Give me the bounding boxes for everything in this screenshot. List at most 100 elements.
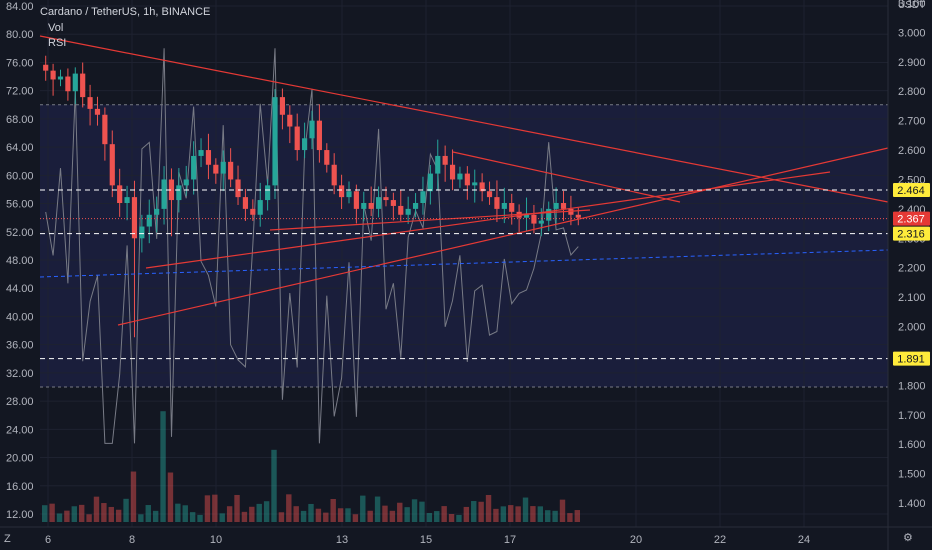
candle-body (257, 200, 263, 215)
volume-bar (360, 495, 366, 522)
candle-body (346, 191, 352, 198)
trendline[interactable] (39, 35, 889, 203)
candle-body (176, 185, 182, 201)
volume-bar (426, 513, 433, 522)
candle-body (449, 164, 456, 180)
price-tick-label: 3.100 (898, 0, 926, 10)
rsi-tick-label: 64.00 (6, 142, 34, 154)
rsi-tick-label: 16.00 (6, 481, 34, 493)
volume-bar (419, 501, 425, 522)
rsi-tick-label: 56.00 (6, 199, 34, 211)
volume-bar (411, 499, 418, 522)
candle-body (139, 226, 145, 239)
price-label-text: 2.464 (897, 185, 925, 197)
volume-bar (493, 508, 499, 522)
candle-body (324, 150, 330, 165)
candle-body (457, 173, 463, 180)
candle-body (57, 76, 64, 80)
rsi-tick-label: 36.00 (6, 340, 34, 352)
volume-bar (115, 509, 122, 522)
volume-bar (286, 494, 292, 522)
candle-body (383, 197, 389, 201)
candle-body (575, 214, 581, 218)
volume-bar (249, 506, 255, 522)
time-tick-label: 8 (129, 534, 135, 546)
candle-body (309, 120, 315, 139)
volume-bar (271, 449, 277, 522)
price-tick-label: 1.800 (898, 380, 926, 392)
volume-bar (160, 411, 166, 522)
rsi-tick-label: 68.00 (6, 114, 34, 126)
price-label-text: 1.891 (897, 354, 925, 366)
volume-bar (500, 506, 507, 522)
volume-bar (308, 503, 314, 522)
volume-bar (397, 502, 403, 522)
candle-body (509, 203, 515, 212)
volume-bar (64, 510, 70, 522)
candle-body (442, 155, 448, 165)
candle-body (87, 97, 93, 109)
candle-body (390, 200, 396, 206)
candle-body (117, 185, 123, 203)
candle-body (102, 114, 108, 145)
volume-bar (382, 505, 388, 522)
trendline[interactable] (145, 171, 831, 269)
candle-body (228, 161, 234, 180)
rsi-tick-label: 12.00 (6, 509, 34, 521)
candle-body (375, 197, 382, 209)
trendline[interactable] (452, 151, 681, 203)
volume-bar (56, 513, 63, 522)
volume-bar (471, 501, 477, 522)
trendline[interactable] (269, 209, 591, 231)
candle-body (242, 197, 249, 209)
dotted-trend-line[interactable] (39, 249, 889, 278)
volume-bar (86, 514, 92, 522)
volume-bar (278, 512, 285, 522)
volume-bar (559, 499, 566, 522)
price-tick-label: 2.200 (898, 263, 926, 275)
time-tick-label: 6 (45, 534, 51, 546)
volume-bar (404, 507, 410, 522)
candle-body (464, 173, 470, 186)
volume-bar (42, 505, 48, 522)
candle-body (531, 214, 537, 224)
volume-bar (256, 503, 262, 522)
rsi-tick-label: 60.00 (6, 170, 34, 182)
candle-body (183, 179, 189, 186)
volume-bar (130, 471, 137, 522)
candle-body (353, 191, 359, 209)
candle-body (154, 208, 160, 215)
price-tick-label: 1.600 (898, 439, 926, 451)
volume-bar (197, 514, 203, 522)
zoom-reset-icon[interactable]: Z (4, 533, 11, 545)
volume-bar (108, 506, 114, 522)
volume-bar (330, 498, 336, 522)
volume-bar (337, 508, 344, 522)
candle-body (131, 197, 138, 239)
volume-bar (389, 510, 396, 522)
volume-legend-label[interactable]: Vol (48, 22, 64, 34)
candle-body (316, 120, 322, 151)
price-tick-label: 3.000 (898, 27, 926, 39)
candle-body (486, 191, 493, 198)
time-tick-label: 22 (714, 534, 726, 546)
candle-body (168, 179, 175, 201)
rsi-tick-label: 76.00 (6, 57, 34, 69)
time-tick-label: 10 (210, 534, 222, 546)
rsi-tick-label: 52.00 (6, 227, 34, 239)
volume-bar (145, 505, 151, 522)
candle-body (50, 70, 56, 80)
candle-body (80, 73, 86, 98)
candle-body (538, 220, 544, 224)
price-label-badge (893, 183, 930, 198)
volume-bar (567, 513, 573, 522)
trendline[interactable] (117, 147, 889, 326)
rsi-legend-label[interactable]: RSI (48, 37, 67, 49)
volume-bar (374, 496, 381, 522)
settings-gear-icon[interactable]: ⚙ (903, 532, 913, 544)
chart-title: Cardano / TetherUS, 1h, BINANCE (40, 6, 211, 18)
candle-body (294, 126, 300, 151)
time-tick-label: 15 (420, 534, 432, 546)
volume-bar (219, 513, 225, 522)
